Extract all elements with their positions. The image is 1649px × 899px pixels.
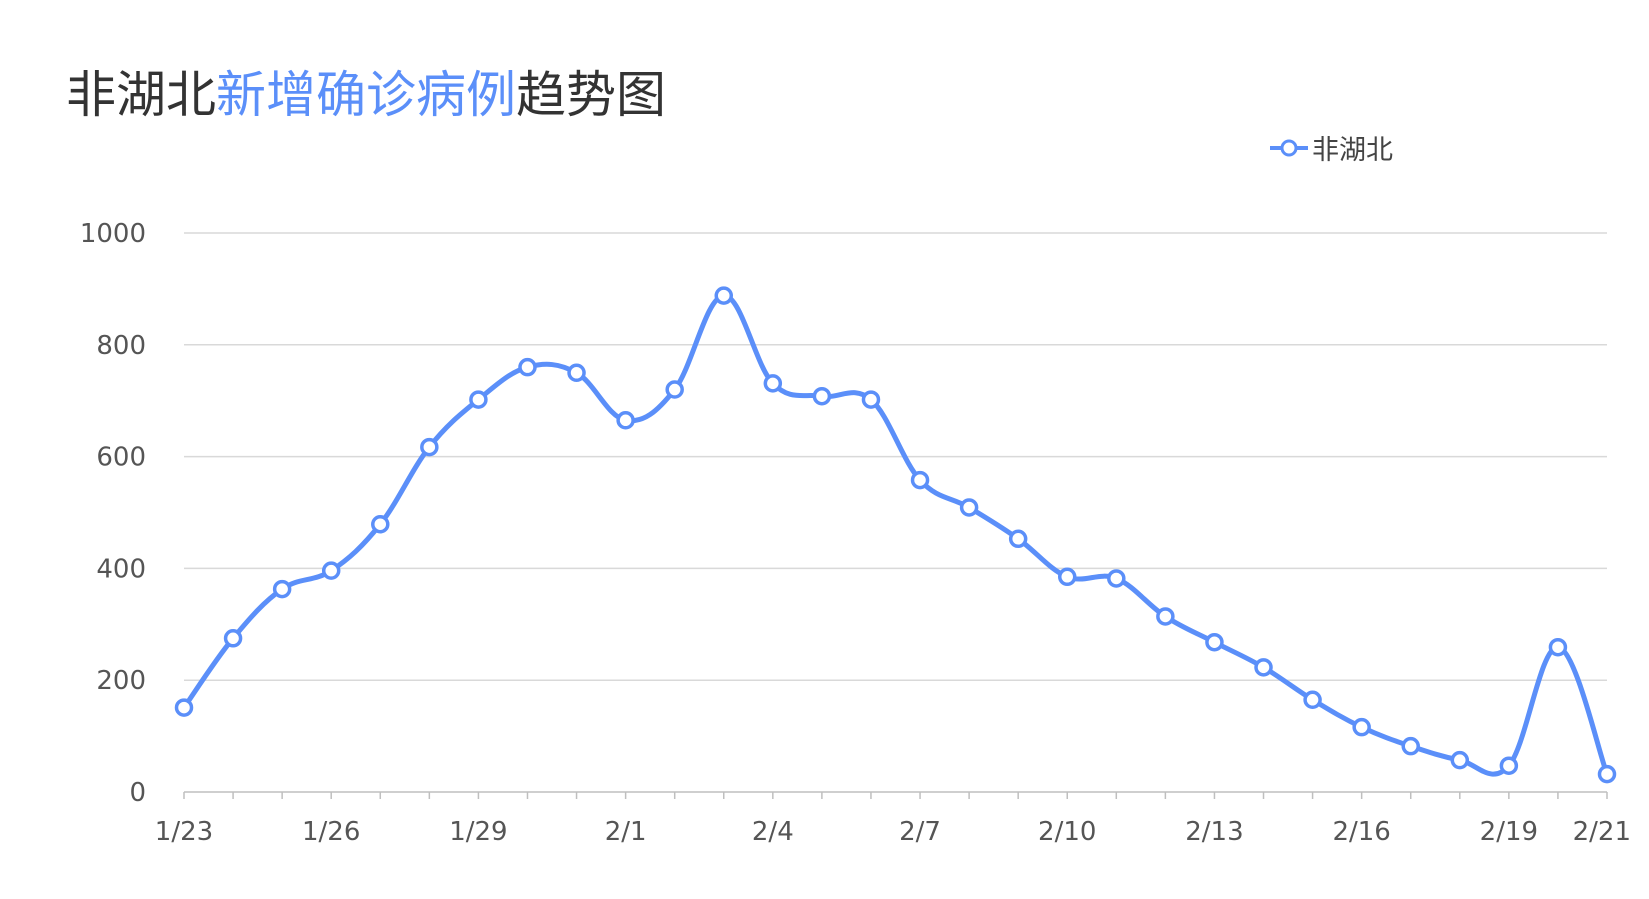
y-tick-label: 600 xyxy=(96,443,146,473)
data-point xyxy=(1057,567,1077,587)
x-tick-label: 2/1 xyxy=(605,817,647,847)
data-point xyxy=(1597,764,1617,784)
y-tick-label: 400 xyxy=(96,554,146,584)
data-point xyxy=(1499,756,1519,775)
data-point xyxy=(714,286,734,305)
y-tick-label: 200 xyxy=(96,666,146,696)
series-line xyxy=(181,293,1610,777)
data-point xyxy=(1107,569,1126,588)
x-tick-label: 1/23 xyxy=(155,817,213,847)
data-point xyxy=(1303,690,1322,710)
data-point xyxy=(223,629,243,648)
y-tick-label: 800 xyxy=(96,331,146,361)
data-point xyxy=(763,374,783,393)
x-tick-label: 2/4 xyxy=(752,817,794,847)
data-point xyxy=(371,514,390,534)
data-point xyxy=(812,386,832,406)
data-point xyxy=(272,579,292,599)
legend-label: 非湖北 xyxy=(1312,135,1393,166)
data-point xyxy=(321,561,341,580)
x-tick-label: 1/29 xyxy=(449,817,507,847)
data-point xyxy=(1156,607,1175,626)
data-point xyxy=(1401,736,1420,756)
y-tick-label: 1000 xyxy=(80,219,146,249)
chart-title: 非湖北新增确诊病例趋势图 xyxy=(66,70,666,120)
data-point xyxy=(1450,750,1470,770)
legend[interactable]: 非湖北 xyxy=(1268,128,1393,167)
data-point xyxy=(959,498,979,517)
data-point xyxy=(567,363,586,382)
x-tick-label: 2/10 xyxy=(1038,817,1096,847)
x-tick-label: 2/7 xyxy=(899,817,941,847)
data-point xyxy=(1352,717,1371,737)
data-point xyxy=(174,698,194,717)
data-point xyxy=(1205,632,1224,652)
data-point xyxy=(616,411,635,430)
data-point xyxy=(1008,529,1028,549)
x-tick-label: 2/13 xyxy=(1185,817,1243,847)
data-point xyxy=(420,437,439,457)
x-tick-label: 2/16 xyxy=(1332,817,1390,847)
x-tick-label: 1/26 xyxy=(302,817,360,847)
x-tick-label: 2/21 xyxy=(1573,817,1631,847)
data-point xyxy=(910,470,930,490)
legend-line-marker-icon xyxy=(1270,139,1308,156)
data-point xyxy=(518,357,537,377)
y-tick-label: 0 xyxy=(129,778,146,808)
data-point xyxy=(469,390,488,409)
title-part-1: 非湖北 xyxy=(66,66,216,124)
data-point xyxy=(665,380,684,399)
data-point xyxy=(1254,658,1273,677)
x-tick-label: 2/19 xyxy=(1480,817,1538,847)
title-part-2-highlight: 新增确诊病例 xyxy=(216,66,516,124)
data-point xyxy=(861,390,881,409)
title-part-3: 趋势图 xyxy=(516,66,666,124)
data-point xyxy=(1548,637,1568,657)
